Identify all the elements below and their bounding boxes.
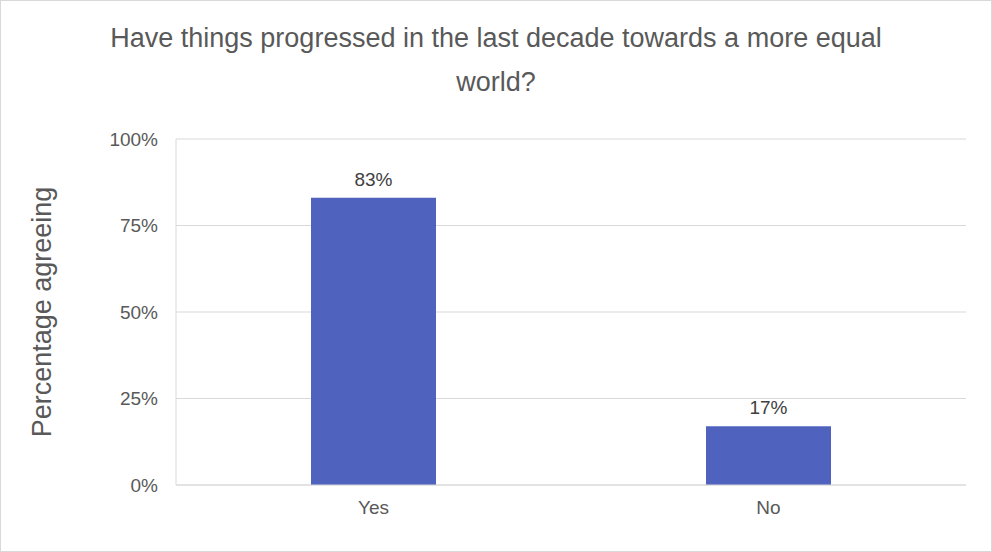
svg-text:Percentage agreeing: Percentage agreeing [27, 187, 57, 438]
svg-text:100%: 100% [109, 129, 158, 150]
html-text:Have things progressed in the: Have things progressed in the last decad… [110, 23, 882, 97]
svg-text:50%: 50% [120, 302, 158, 323]
svg-text:Yes: Yes [358, 497, 389, 518]
svg-text:0%: 0% [131, 475, 159, 496]
svg-text:No: No [756, 497, 780, 518]
svg-text:75%: 75% [120, 215, 158, 236]
svg-text:17%: 17% [749, 397, 787, 418]
svg-text:83%: 83% [354, 169, 392, 190]
svg-text:25%: 25% [120, 388, 158, 409]
